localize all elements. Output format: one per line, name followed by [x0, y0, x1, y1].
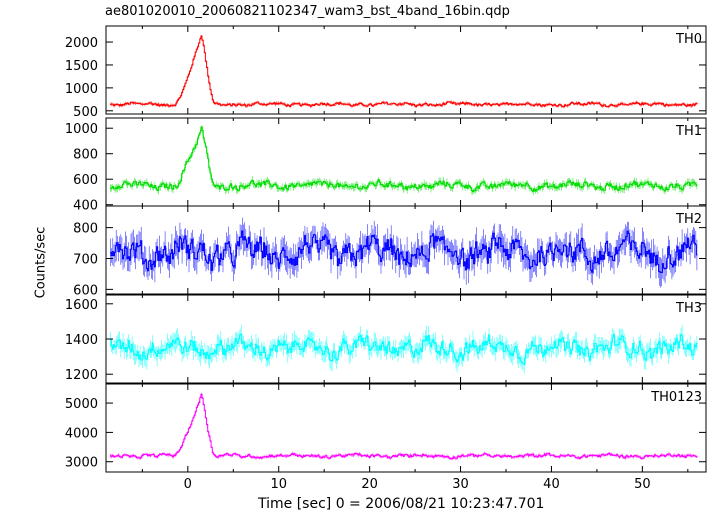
panel-frame-TH2 [105, 205, 707, 295]
y-tick-label: 1000 [65, 122, 98, 137]
y-tick-label: 600 [73, 173, 98, 188]
y-tick-label: 400 [73, 199, 98, 214]
x-tick-label: 50 [634, 477, 651, 492]
panel-frame-TH0123 [105, 383, 707, 473]
panel-label-TH3: TH3 [675, 301, 702, 316]
y-tick-label: 5000 [65, 397, 98, 412]
y-tick-label: 4000 [65, 426, 98, 441]
series-TH3-line [110, 333, 698, 365]
panel-label-TH0123: TH0123 [650, 390, 702, 405]
series-TH0-line [110, 35, 698, 108]
y-tick-label: 1200 [65, 368, 98, 383]
chart-title: ae801020010_20060821102347_wam3_bst_4ban… [105, 4, 510, 19]
series-TH0123-line [110, 393, 698, 460]
x-tick-label: 10 [270, 477, 287, 492]
panel-frame-TH0 [105, 25, 707, 115]
panel-label-TH1: TH1 [675, 124, 702, 139]
y-tick-label: 800 [73, 222, 98, 237]
y-tick-label: 700 [73, 252, 98, 267]
x-tick-label: 0 [184, 477, 192, 492]
x-axis-label: Time [sec] 0 = 2006/08/21 10:23:47.701 [258, 496, 545, 512]
panel-label-TH2: TH2 [675, 212, 702, 227]
panel-frame-TH1 [105, 117, 707, 207]
y-tick-label: 1600 [65, 298, 98, 313]
x-tick-label: 40 [543, 477, 560, 492]
x-tick-label: 30 [452, 477, 469, 492]
y-tick-label: 2000 [65, 36, 98, 51]
y-tick-label: 1500 [65, 59, 98, 74]
x-tick-label: 20 [361, 477, 378, 492]
series-TH2-line [110, 230, 698, 273]
y-tick-label: 500 [73, 105, 98, 120]
series-TH1-line [110, 126, 698, 193]
y-tick-label: 800 [73, 148, 98, 163]
y-tick-label: 3000 [65, 456, 98, 471]
y-tick-label: 600 [73, 283, 98, 298]
y-tick-label: 1000 [65, 82, 98, 97]
panel-label-TH0: TH0 [675, 32, 702, 47]
y-tick-label: 1400 [65, 333, 98, 348]
